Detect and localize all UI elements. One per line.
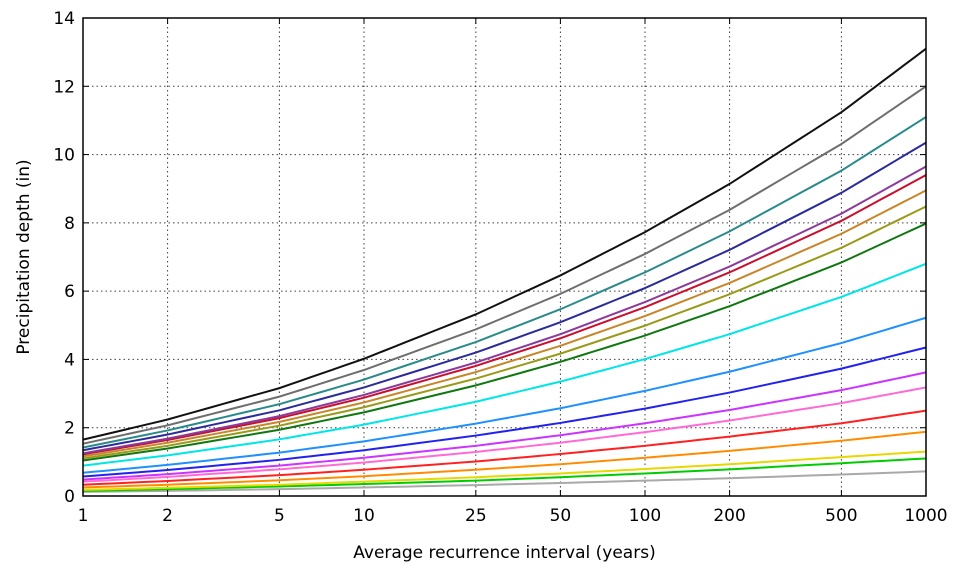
- y-tick-label: 2: [64, 419, 75, 439]
- x-tick-label: 10: [353, 506, 375, 526]
- x-tick-label: 100: [629, 506, 661, 526]
- y-tick-label: 10: [53, 146, 75, 166]
- series-line-4: [82, 430, 927, 489]
- x-tick-label: 1000: [904, 506, 947, 526]
- x-tick-label: 25: [465, 506, 487, 526]
- series-line-2: [82, 457, 927, 492]
- y-tick-label: 4: [64, 350, 75, 370]
- series-lines: [82, 47, 927, 493]
- y-tick-label: 8: [64, 214, 75, 234]
- series-line-15: [82, 165, 927, 455]
- series-line-17: [82, 116, 927, 449]
- x-tick-label: 200: [713, 506, 745, 526]
- x-tick-label: 1: [78, 506, 89, 526]
- series-line-14: [82, 174, 927, 456]
- series-line-10: [82, 262, 927, 467]
- series-line-18: [82, 85, 927, 445]
- series-line-11: [82, 222, 927, 462]
- series-line-6: [82, 386, 927, 483]
- series-line-12: [82, 205, 927, 460]
- x-tick-label: 2: [162, 506, 173, 526]
- y-tick-label: 12: [53, 77, 75, 97]
- x-tick-label: 500: [825, 506, 857, 526]
- series-line-1: [82, 470, 927, 493]
- x-tick-label: 5: [274, 506, 285, 526]
- series-line-8: [82, 346, 927, 478]
- y-axis-title: Precipitation depth (in): [14, 159, 34, 354]
- series-line-9: [82, 316, 927, 474]
- series-line-13: [82, 189, 927, 458]
- grid-lines: [83, 18, 926, 496]
- y-tick-label: 14: [53, 9, 75, 29]
- plot-frame: [82, 17, 927, 497]
- y-tick-label: 0: [64, 487, 75, 507]
- series-line-7: [82, 371, 927, 481]
- series-line-3: [82, 450, 927, 491]
- series-line-19: [82, 47, 927, 441]
- x-axis-title: Average recurrence interval (years): [353, 543, 655, 563]
- series-line-5: [82, 409, 927, 486]
- x-tick-label: 50: [550, 506, 572, 526]
- y-tick-label: 6: [64, 282, 75, 302]
- series-line-16: [82, 141, 927, 452]
